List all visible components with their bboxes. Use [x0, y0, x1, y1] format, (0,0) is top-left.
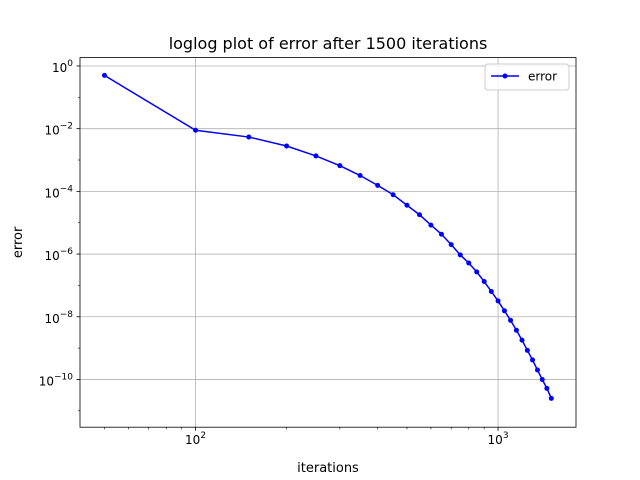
- y-axis-label: error: [11, 226, 26, 258]
- data-point: [457, 252, 463, 258]
- data-point: [519, 337, 525, 343]
- data-point: [524, 347, 530, 353]
- data-point: [544, 385, 550, 391]
- y-tick-label: 100: [52, 59, 73, 75]
- chart-title: loglog plot of error after 1500 iteratio…: [169, 34, 488, 53]
- data-point: [481, 279, 487, 285]
- data-point: [488, 288, 494, 294]
- grid: [80, 57, 576, 428]
- data-point: [337, 163, 343, 169]
- data-point: [548, 395, 554, 401]
- x-tick-label: 103: [488, 431, 509, 447]
- data-point: [390, 192, 396, 198]
- data-point: [246, 134, 252, 140]
- data-point: [428, 222, 434, 228]
- data-point: [404, 202, 410, 208]
- data-point: [438, 231, 444, 237]
- legend: error: [484, 63, 570, 91]
- data-point: [375, 182, 381, 188]
- data-point: [501, 308, 507, 314]
- y-tick-label: 10−4: [44, 184, 73, 200]
- data-point: [534, 367, 540, 373]
- data-point: [466, 260, 472, 266]
- major-ticks: [76, 65, 499, 431]
- data-point: [530, 357, 536, 363]
- data-point: [417, 212, 423, 218]
- legend-box: [484, 63, 570, 91]
- tick-labels: 102 103 100 10−2 10−4 10−6 10−8 10−10: [39, 59, 509, 447]
- data-point: [508, 317, 514, 323]
- data-point: [357, 173, 363, 179]
- data-point: [101, 72, 107, 78]
- y-tick-label: 10−8: [44, 310, 73, 326]
- series-error: [101, 72, 554, 401]
- data-point: [513, 327, 519, 333]
- x-tick-label: 102: [185, 431, 206, 447]
- data-point: [193, 127, 199, 133]
- y-tick-label: 10−2: [44, 122, 73, 138]
- y-tick-label: 10−10: [39, 372, 74, 388]
- data-point: [313, 153, 319, 159]
- legend-label: error: [528, 70, 557, 84]
- data-point: [284, 143, 290, 149]
- x-axis-label: iterations: [297, 461, 359, 476]
- legend-marker: [502, 73, 508, 79]
- y-tick-label: 10−6: [44, 247, 73, 263]
- data-point: [474, 269, 480, 275]
- data-point: [539, 376, 545, 382]
- data-point: [495, 298, 501, 304]
- plot-frame: [79, 57, 577, 428]
- data-point: [448, 242, 454, 248]
